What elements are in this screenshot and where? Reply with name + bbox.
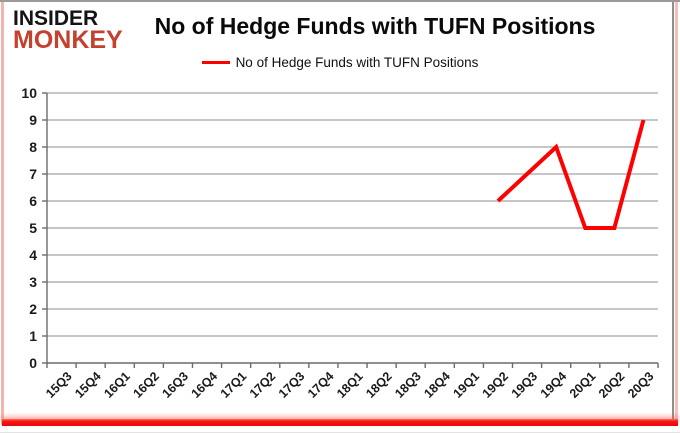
y-axis-tick-label: 4 [29,247,37,263]
x-axis-tick-label: 15Q4 [72,369,104,401]
x-axis-tick-label: 17Q1 [218,369,250,401]
y-axis-tick-label: 9 [29,112,37,128]
y-axis-tick-label: 2 [29,301,37,317]
card-right-border [675,2,678,425]
x-axis-tick-label: 20Q2 [596,369,628,401]
legend-line-swatch [201,61,230,64]
x-axis-tick-label: 17Q3 [276,369,308,401]
legend-label: No of Hedge Funds with TUFN Positions [235,55,479,70]
y-axis-tick-label: 5 [29,220,37,236]
card-right-shadow [672,2,674,425]
chart-legend: No of Hedge Funds with TUFN Positions [0,55,680,70]
x-axis-tick-label: 17Q4 [305,369,337,401]
x-axis-tick-label: 19Q1 [450,369,482,401]
insider-monkey-logo: INSIDER MONKEY [13,8,123,53]
x-axis-tick-label: 16Q1 [101,369,133,401]
x-axis-tick-label: 19Q2 [480,369,512,401]
x-axis-tick-label: 20Q3 [625,369,657,401]
x-axis-tick-label: 16Q3 [160,369,192,401]
x-axis-tick-label: 18Q1 [334,369,366,401]
x-axis-tick-label: 19Q3 [509,369,541,401]
x-axis-tick-label: 16Q2 [130,369,162,401]
y-axis-tick-label: 1 [29,328,37,344]
y-axis-tick-label: 6 [29,193,37,209]
chart-title: No of Hedge Funds with TUFN Positions [154,13,596,39]
card-left-border [1,2,4,425]
y-axis-tick-label: 3 [29,274,37,290]
x-axis-tick-label: 17Q2 [247,369,279,401]
card-top-border [0,0,680,2]
logo-word-monkey: MONKEY [13,26,123,54]
x-axis-tick-label: 18Q3 [392,369,424,401]
series-line [496,119,646,230]
y-axis-tick-label: 0 [29,355,37,371]
card-bottom-red-bar [2,419,678,426]
x-axis-tick-label: 19Q4 [538,369,570,401]
x-axis-tick-label: 20Q1 [567,369,599,401]
x-axis-tick-label: 15Q3 [43,369,75,401]
y-axis-tick-label: 7 [29,166,37,182]
y-axis-tick-label: 10 [21,85,37,101]
x-axis-tick-label: 18Q4 [421,369,453,401]
x-axis-tick-label: 18Q2 [363,369,395,401]
x-axis-tick-label: 16Q4 [189,369,221,401]
y-axis-tick-label: 8 [29,139,37,155]
logo-word-insider: INSIDER [13,7,99,30]
